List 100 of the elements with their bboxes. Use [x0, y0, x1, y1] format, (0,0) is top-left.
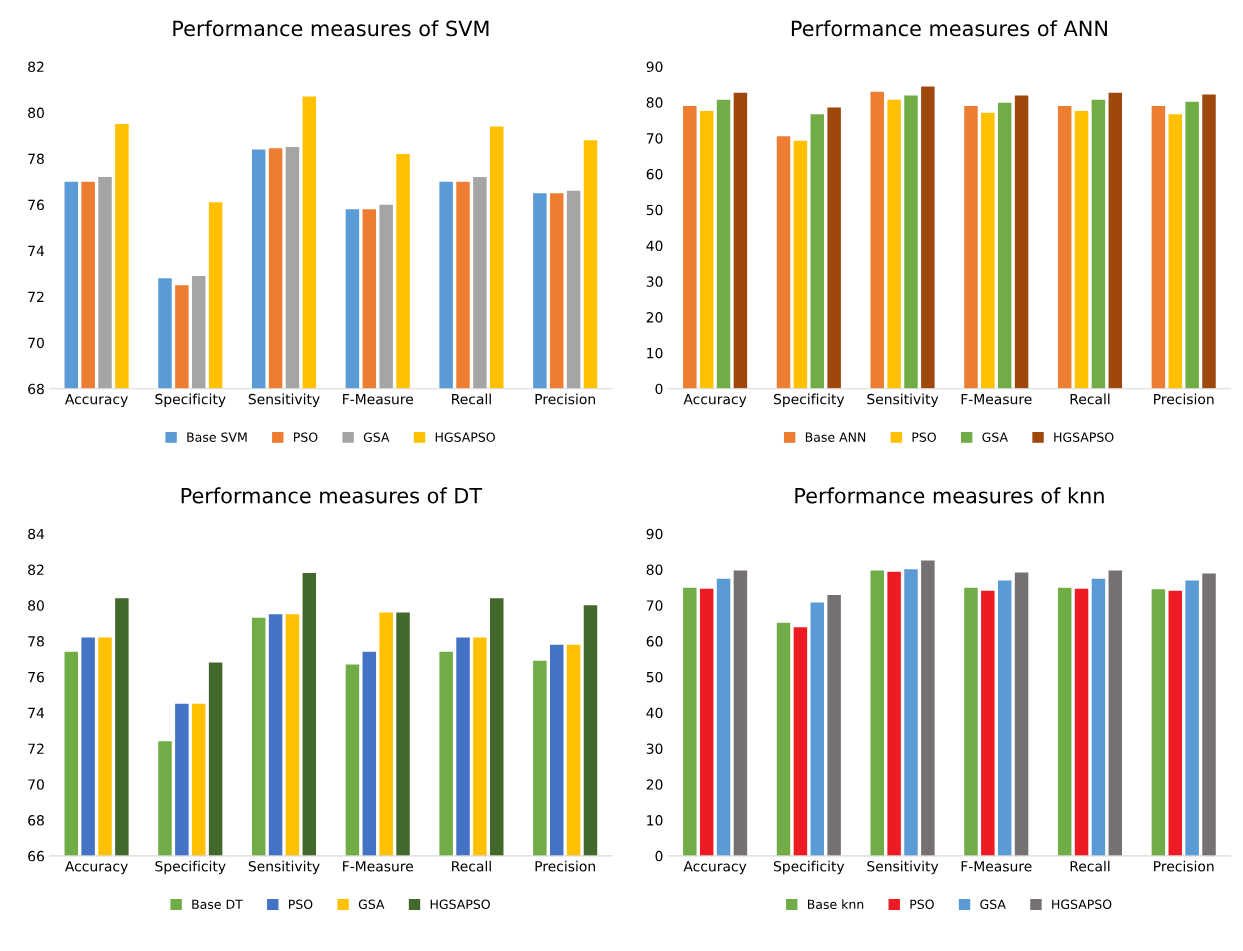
y-tick-label: 30	[646, 276, 663, 287]
legend-label: HGSAPSO	[430, 899, 490, 910]
y-tick-label: 68	[28, 815, 44, 826]
legend-label: GSA	[358, 899, 385, 910]
bar	[810, 602, 825, 856]
x-tick-label: Specificity	[155, 860, 226, 875]
legend-label: PSO	[289, 899, 313, 910]
bar	[1168, 590, 1183, 856]
legend-label: PSO	[912, 432, 936, 442]
bar	[964, 105, 978, 389]
bar	[1108, 92, 1123, 389]
y-tick-label: 90	[646, 528, 663, 540]
legend-label: Base DT	[192, 899, 243, 910]
bar	[1185, 101, 1199, 389]
bar	[1151, 589, 1166, 856]
legend-label: HGSAPSO	[435, 432, 495, 442]
bar	[887, 99, 901, 389]
bar	[699, 588, 714, 856]
bar	[904, 569, 918, 856]
y-tick-label: 40	[646, 707, 663, 719]
x-tick-label: Recall	[1070, 393, 1110, 405]
legend-label: HGSAPSO	[1054, 432, 1114, 442]
y-tick-label: 76	[28, 199, 44, 211]
bar	[699, 110, 714, 389]
bar	[981, 112, 995, 389]
x-tick-label: Specificity	[773, 393, 845, 408]
bar	[776, 622, 791, 856]
y-tick-label: 78	[28, 153, 44, 165]
bar	[1057, 587, 1072, 856]
bar	[810, 114, 825, 389]
y-tick-label: 72	[28, 743, 44, 754]
x-tick-label: F-Measure	[343, 861, 414, 872]
y-tick-label: 50	[646, 671, 663, 683]
y-tick-label: 68	[28, 383, 44, 395]
y-tick-label: 66	[28, 850, 44, 862]
bar	[733, 570, 748, 856]
chart-title: Performance measures of knn	[795, 487, 1104, 504]
bar	[1151, 105, 1166, 389]
y-tick-label: 90	[646, 61, 663, 73]
bar	[997, 580, 1012, 856]
bar	[1185, 580, 1199, 856]
legend-label: GSA	[363, 432, 390, 442]
bar	[733, 92, 748, 389]
y-tick-label: 70	[28, 337, 44, 349]
x-tick-label: Accuracy	[64, 394, 128, 408]
x-tick-label: F-Measure	[961, 394, 1032, 405]
bar	[716, 578, 731, 856]
y-tick-label: 78	[28, 636, 44, 647]
bar	[1202, 573, 1216, 856]
y-tick-label: 80	[646, 97, 663, 108]
legend-label: Base ANN	[805, 432, 866, 442]
bar	[1057, 105, 1072, 389]
bar	[981, 590, 995, 856]
y-tick-label: 80	[646, 564, 663, 575]
x-tick-label: Specificity	[773, 860, 845, 875]
x-tick-label: Recall	[1070, 860, 1110, 872]
legend-label: Base knn	[807, 899, 864, 910]
y-tick-label: 30	[646, 743, 663, 754]
y-tick-label: 50	[646, 204, 663, 216]
x-tick-label: Sensitivity	[867, 860, 939, 875]
x-tick-label: Accuracy	[683, 861, 747, 875]
x-tick-label: Recall	[452, 393, 491, 405]
legend-label: PSO	[910, 899, 934, 910]
chart-title: Performance measures of DT	[181, 487, 483, 504]
bar	[1168, 114, 1183, 389]
bar	[683, 105, 697, 389]
legend-label: Base SVM	[187, 432, 247, 442]
legend-label: GSA	[980, 899, 1006, 910]
y-tick-label: 20	[646, 312, 663, 323]
x-tick-label: Accuracy	[683, 394, 747, 408]
y-tick-label: 82	[28, 61, 44, 73]
legend-label: PSO	[294, 432, 318, 442]
bar	[870, 570, 884, 856]
y-tick-label: 0	[655, 383, 663, 395]
y-tick-label: 82	[28, 564, 44, 575]
y-tick-label: 80	[28, 600, 44, 611]
y-tick-label: 76	[28, 671, 44, 683]
bar	[683, 587, 697, 856]
chart-title: Performance measures of ANN	[791, 20, 1107, 37]
x-tick-label: Sensitivity	[248, 860, 320, 875]
bar	[1202, 94, 1216, 389]
x-tick-label: Precision	[1154, 860, 1214, 872]
bar	[1074, 588, 1089, 856]
y-tick-label: 60	[646, 636, 663, 647]
bar	[904, 95, 918, 389]
x-tick-label: F-Measure	[961, 861, 1032, 872]
y-tick-label: 40	[646, 240, 663, 252]
bar	[827, 107, 841, 389]
x-tick-label: Sensitivity	[248, 393, 320, 408]
chart-title: Performance measures of SVM	[173, 20, 489, 37]
bar	[1091, 578, 1106, 856]
bar	[1014, 572, 1029, 856]
y-tick-label: 70	[646, 600, 663, 611]
bar	[827, 594, 841, 856]
x-tick-label: Precision	[535, 393, 595, 405]
bar	[887, 571, 901, 856]
y-tick-label: 20	[646, 779, 663, 790]
bar	[1108, 570, 1123, 856]
bar	[1074, 110, 1089, 389]
bar	[1091, 99, 1106, 389]
